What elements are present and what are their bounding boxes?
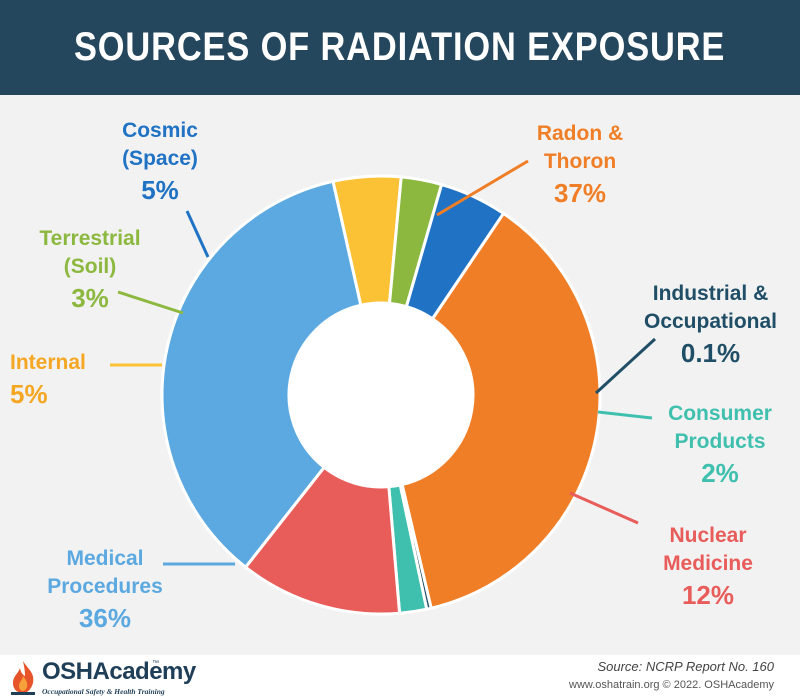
leader-line-cosmic-space — [185, 210, 210, 258]
label-terrestrial-soil: Terrestrial (Soil) 3% — [5, 225, 175, 315]
label-line: Medical — [66, 547, 144, 570]
leader-line-radon-thoron — [436, 159, 529, 217]
credit-line: www.oshatrain.org © 2022. OSHAcademy — [569, 679, 774, 691]
label-radon-thoron: Radon & Thoron 37% — [505, 120, 655, 210]
label-line: Consumer — [668, 402, 772, 425]
label-line: Nuclear — [669, 524, 747, 547]
leader-line-consumer-products — [597, 410, 653, 420]
header-banner: SOURCES OF RADIATION EXPOSURE — [0, 0, 800, 95]
label-medical-procedures: Medical Procedures 36% — [30, 545, 180, 635]
label-internal: Internal 5% — [10, 349, 130, 411]
label-percent: 3% — [71, 283, 109, 313]
page-title: SOURCES OF RADIATION EXPOSURE — [74, 25, 726, 69]
leader-line-nuclear-medicine — [569, 491, 639, 525]
label-line: Thoron — [543, 150, 617, 173]
logo-name: OSHAcademy — [42, 658, 196, 685]
donut-hole — [289, 303, 473, 487]
oshacademy-logo[interactable]: OSHAcademy ™ Occupational Safety & Healt… — [6, 658, 196, 698]
flame-icon — [11, 661, 35, 695]
donut-chart — [110, 159, 657, 616]
label-line: Occupational — [643, 310, 778, 333]
label-percent: 0.1% — [680, 338, 741, 368]
label-industrial-occupational: Industrial & Occupational 0.1% — [628, 280, 793, 370]
label-line: Cosmic — [122, 119, 198, 142]
label-percent: 5% — [141, 175, 179, 205]
label-percent: 12% — [681, 580, 735, 610]
label-line: (Soil) — [63, 255, 117, 278]
label-percent: 5% — [10, 379, 48, 409]
label-percent: 2% — [701, 458, 739, 488]
label-percent: 37% — [553, 178, 607, 208]
source-note: Source: NCRP Report No. 160 — [597, 659, 774, 674]
leader-line-terrestrial-soil — [117, 290, 184, 315]
label-line: Products — [674, 430, 766, 453]
label-line: (Space) — [122, 147, 198, 170]
logo-tagline: Occupational Safety & Health Training — [42, 687, 165, 696]
label-percent: 36% — [78, 603, 132, 633]
footer: OSHAcademy ™ Occupational Safety & Healt… — [0, 655, 800, 700]
logo-trademark: ™ — [152, 660, 159, 667]
label-line: Internal — [10, 351, 86, 374]
chart-area: Radon & Thoron 37% Industrial & Occupational… — [0, 95, 800, 655]
label-cosmic-space: Cosmic (Space) 5% — [90, 117, 230, 207]
leader-line-industrial-occupational — [594, 337, 657, 395]
label-line: Procedures — [47, 575, 163, 598]
label-line: Industrial & — [652, 282, 769, 305]
label-nuclear-medicine: Nuclear Medicine 12% — [633, 522, 783, 612]
label-line: Radon & — [536, 122, 624, 145]
label-line: Medicine — [663, 552, 753, 575]
label-line: Terrestrial — [39, 227, 141, 250]
label-consumer-products: Consumer Products 2% — [645, 400, 795, 490]
